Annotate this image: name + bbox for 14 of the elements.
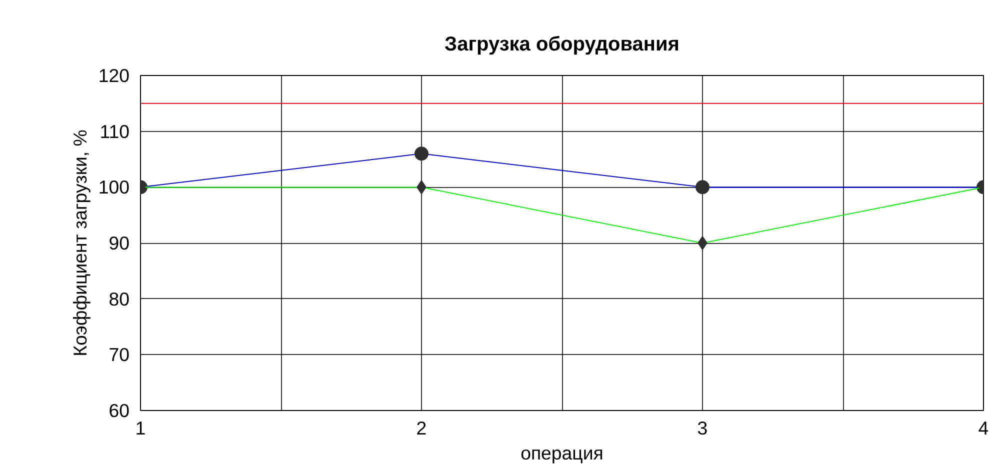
y-tick-label: 60 <box>108 400 130 421</box>
y-tick-label: 110 <box>100 120 130 142</box>
y-tick-label: 90 <box>108 232 130 254</box>
x-axis-title: операция <box>520 442 604 464</box>
y-tick-label: 100 <box>98 176 130 198</box>
y-axis-title: Коэффициент загрузки, % <box>69 130 90 356</box>
x-tick-label: 3 <box>697 418 708 438</box>
y-tick-label: 120 <box>98 65 130 86</box>
y-tick-label: 80 <box>108 288 130 310</box>
x-tick-label: 2 <box>416 418 427 438</box>
y-tick-label: 70 <box>108 344 130 366</box>
x-tick-label: 4 <box>978 418 989 438</box>
chart-title: Загрузка оборудования <box>444 34 680 56</box>
x-tick-label: 1 <box>135 418 146 438</box>
